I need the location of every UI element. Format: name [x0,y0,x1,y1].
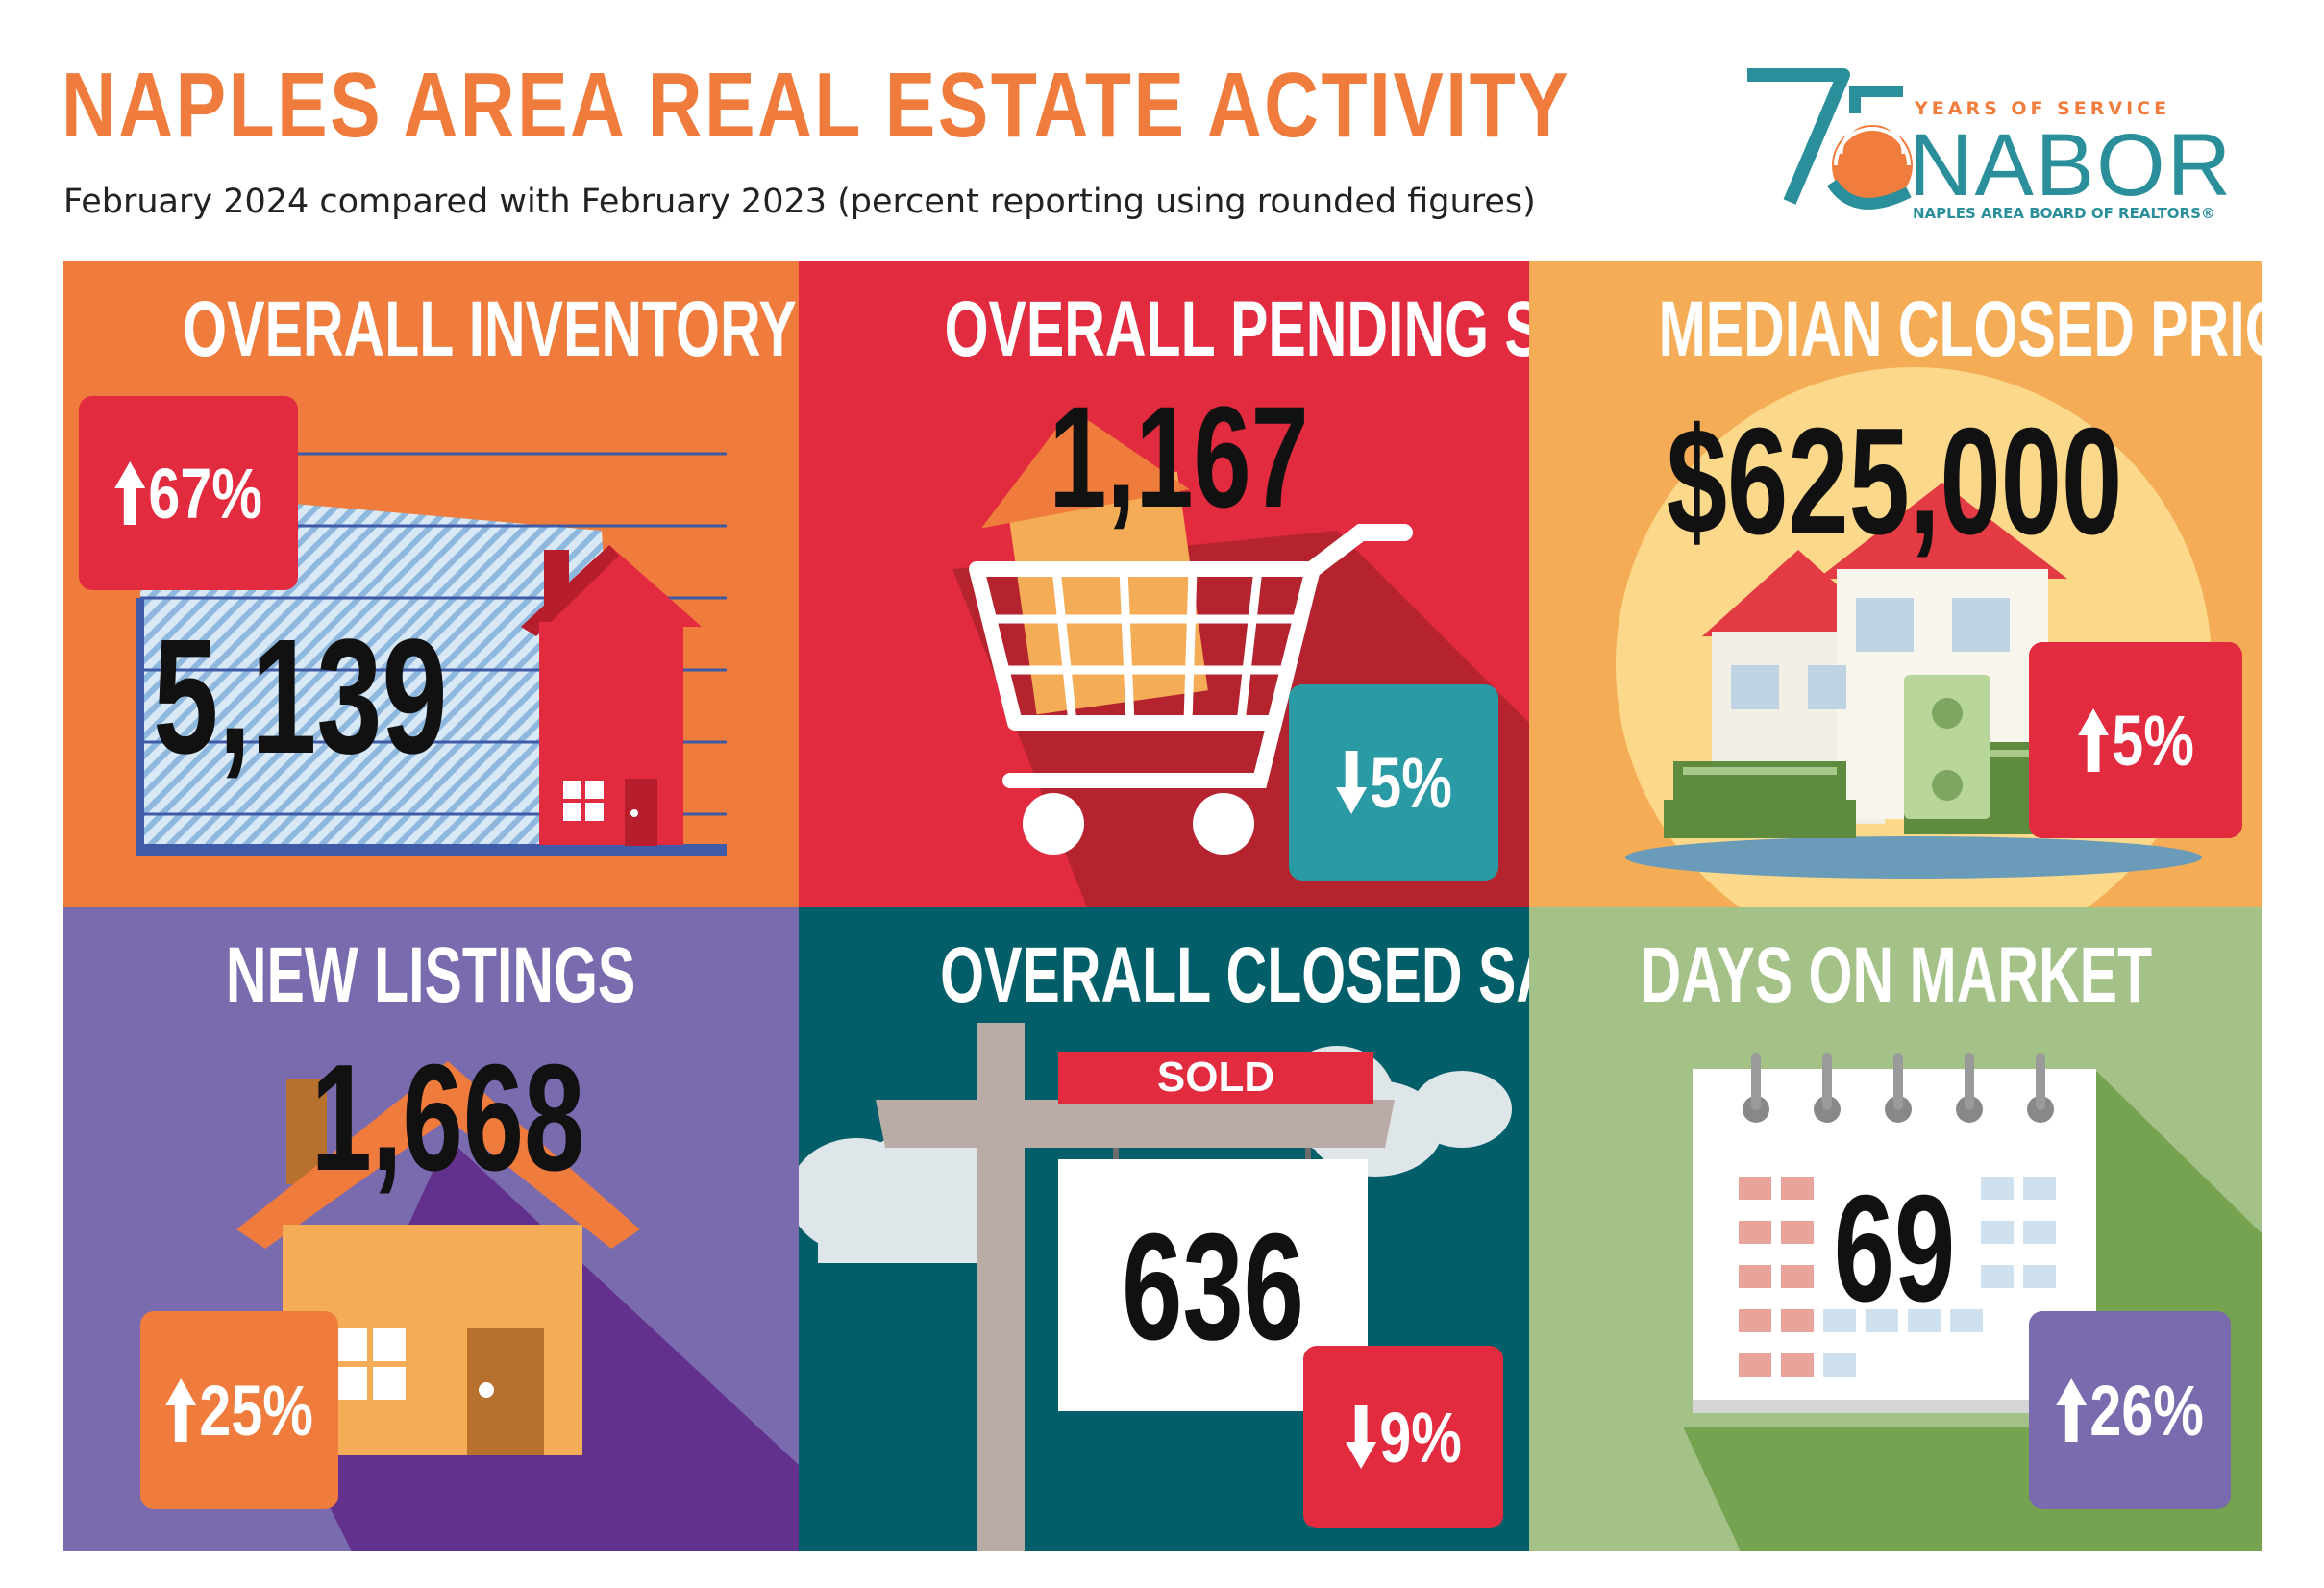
nabor-logo: YEARS OF SERVICE NABOR NAPLES AREA BOARD… [1740,58,2239,231]
inventory-value: 5,139 [153,606,448,788]
arrow-up-icon [114,461,146,525]
closed-sales-value: 636 [1122,1203,1304,1372]
arrow-down-icon [1345,1405,1376,1469]
arrow-up-icon [165,1378,197,1442]
page-title: NAPLES AREA REAL ESTATE ACTIVITY [62,54,1571,157]
closed-sales-change-badge: 9% [1303,1346,1503,1528]
median-price-change-badge: 5% [2029,642,2242,838]
logo-years-text: YEARS OF SERVICE [1915,98,2171,119]
arrow-up-icon [2077,708,2109,772]
logo-board-text: NAPLES AREA BOARD OF REALTORS® [1913,205,2215,222]
days-on-market-change-badge: 26% [2029,1311,2231,1509]
inventory-title: OVERALL INVENTORY [183,285,797,373]
logo-75-mark [1747,68,1913,210]
days-on-market-change-text: 26% [2089,1370,2204,1451]
inventory-change-text: 67% [148,453,262,533]
closed-sales-change-text: 9% [1378,1397,1462,1477]
new-listings-change-text: 25% [199,1370,313,1451]
pending-change-text: 5% [1369,742,1452,823]
arrow-up-icon [2056,1378,2088,1442]
days-on-market-value: 69 [1833,1164,1956,1333]
inventory-change-badge: 67% [79,396,298,590]
pending-value: 1,167 [1049,376,1309,537]
median-price-value: $625,000 [1666,397,2123,566]
days-on-market-title: DAYS ON MARKET [1640,931,2152,1019]
arrow-down-icon [1335,751,1367,814]
median-price-change-text: 5% [2111,700,2194,781]
sold-sign-label: SOLD [1156,1054,1275,1101]
panel-new-listings: NEW LISTINGS 1,668 25% [63,907,799,1551]
logo-name: NABOR [1909,116,2234,214]
pending-change-badge: 5% [1289,684,1498,881]
new-listings-title: NEW LISTINGS [226,931,636,1019]
panel-overall-pending-sales: OVERALL PENDING SALES 1,167 5% [799,261,1529,907]
panel-overall-inventory: OVERALL INVENTORY 5,139 67% [63,261,799,907]
new-listings-value: 1,668 [310,1033,585,1203]
new-listings-change-badge: 25% [140,1311,338,1509]
page-subtitle: February 2024 compared with February 202… [63,183,1536,221]
panel-median-closed-price: MEDIAN CLOSED PRICE $625,000 5% [1529,261,2262,907]
median-price-title: MEDIAN CLOSED PRICE [1658,285,2262,373]
closed-sales-title: OVERALL CLOSED SALES [940,931,1529,1019]
panel-days-on-market: DAYS ON MARKET 69 26% [1529,907,2262,1551]
panel-overall-closed-sales: OVERALL CLOSED SALES SOLD 636 9% [799,907,1529,1551]
pending-title: OVERALL PENDING SALES [944,285,1529,373]
